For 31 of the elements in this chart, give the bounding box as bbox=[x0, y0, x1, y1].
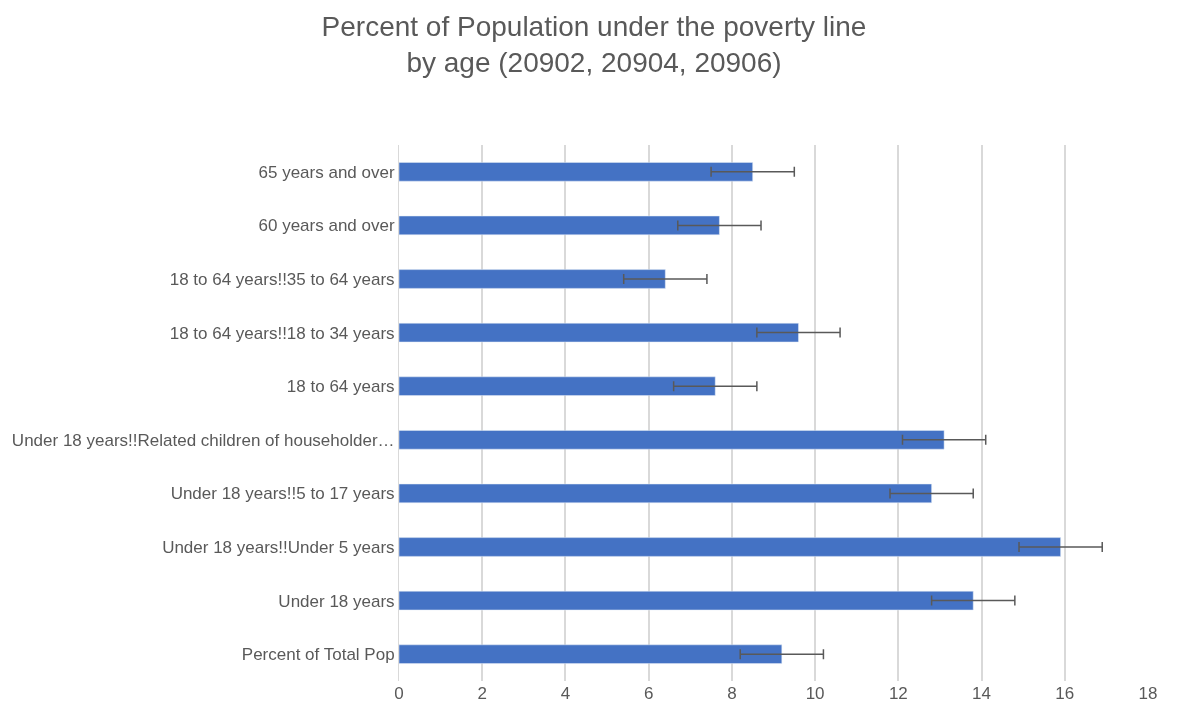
bar bbox=[399, 483, 932, 504]
bar bbox=[399, 376, 716, 396]
y-tick-label: 65 years and over bbox=[258, 162, 395, 182]
x-tick-label: 18 bbox=[1138, 684, 1158, 703]
x-tick-label: 0 bbox=[394, 684, 404, 703]
bar bbox=[399, 590, 974, 611]
chart-title: Percent of Population under the poverty line by age (20902, 20904, 20906) bbox=[321, 11, 867, 79]
x-tick-label: 8 bbox=[727, 684, 737, 703]
x-tick-label: 16 bbox=[1055, 684, 1075, 703]
x-tick-label: 2 bbox=[477, 684, 487, 703]
y-tick-label: Under 18 years bbox=[278, 591, 395, 611]
y-tick-label: 60 years and over bbox=[258, 216, 395, 236]
y-tick-label: 18 to 64 years bbox=[286, 377, 395, 397]
bar bbox=[399, 430, 945, 450]
y-tick-label: 18 to 64 years!!18 to 34 years bbox=[169, 323, 395, 343]
bar bbox=[399, 537, 1061, 557]
x-tick-label: 4 bbox=[560, 684, 571, 703]
x-tick-label: 10 bbox=[805, 684, 825, 703]
x-tick-label: 6 bbox=[643, 684, 654, 703]
bar bbox=[399, 322, 799, 343]
bar bbox=[399, 269, 666, 289]
y-tick-label: Under 18 years!!5 to 17 years bbox=[170, 484, 395, 504]
x-tick-label: 12 bbox=[888, 684, 908, 703]
bar bbox=[399, 644, 783, 664]
y-tick-label: Under 18 years!!Under 5 years bbox=[162, 537, 395, 557]
bar bbox=[399, 215, 720, 236]
y-tick-label: Under 18 years!!Related children of householder… bbox=[11, 430, 395, 450]
x-tick-label: 14 bbox=[972, 684, 992, 703]
y-tick-label: Percent of Total Pop bbox=[241, 645, 395, 665]
y-tick-label: 18 to 64 years!!35 to 64 years bbox=[169, 269, 395, 289]
bar bbox=[399, 162, 753, 182]
